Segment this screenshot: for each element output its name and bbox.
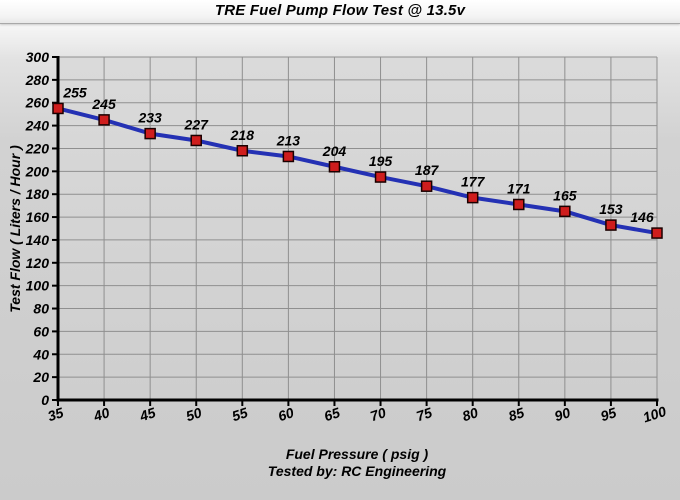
data-point-marker	[236, 145, 249, 157]
x-tick-label: 80	[460, 404, 480, 424]
data-point-marker	[144, 127, 156, 140]
data-point-label: 165	[553, 187, 577, 203]
data-point-marker	[374, 171, 387, 183]
y-tick-label: 120	[26, 255, 50, 271]
y-tick-label: 260	[25, 95, 50, 111]
y-tick-label: 140	[26, 232, 50, 248]
data-point-marker	[466, 191, 479, 204]
x-tick-label: 55	[230, 404, 250, 424]
data-point-label: 153	[599, 201, 623, 217]
data-point-label: 177	[461, 174, 486, 190]
y-tick-label: 200	[25, 163, 50, 179]
chart-title: TRE Fuel Pump Flow Test @ 13.5v	[214, 2, 466, 19]
data-point-marker	[651, 227, 663, 239]
data-point-marker	[328, 161, 341, 173]
tested-by-note: Tested by: RC Engineering	[267, 463, 447, 479]
x-tick-label: 35	[46, 404, 66, 424]
x-tick-label: 90	[552, 404, 572, 424]
data-point-label: 195	[369, 153, 393, 169]
x-tick-label: 100	[641, 403, 668, 426]
data-point-label: 227	[184, 116, 210, 132]
data-point-label: 255	[62, 84, 87, 100]
data-point-label: 171	[507, 180, 531, 196]
data-point-marker	[282, 150, 295, 163]
y-tick-label: 20	[32, 369, 49, 385]
x-tick-label: 95	[598, 404, 618, 424]
x-tick-label: 65	[322, 404, 342, 424]
data-point-label: 218	[230, 127, 255, 143]
y-tick-label: 280	[25, 72, 50, 88]
data-point-marker	[420, 180, 433, 192]
y-tick-label: 100	[26, 278, 50, 294]
y-tick-label: 240	[25, 118, 50, 134]
data-point-marker	[513, 198, 525, 211]
x-tick-label: 75	[414, 404, 434, 424]
x-tick-label: 60	[276, 404, 296, 424]
y-tick-label: 220	[25, 140, 50, 156]
data-point-label: 187	[415, 162, 440, 178]
data-point-marker	[52, 102, 64, 115]
data-point-label: 204	[322, 143, 347, 159]
data-point-marker	[605, 219, 617, 231]
data-point-marker	[98, 114, 110, 126]
chart-title-bar: TRE Fuel Pump Flow Test @ 13.5v	[0, 0, 680, 24]
y-tick-label: 60	[33, 323, 49, 339]
data-point-label: 245	[91, 96, 116, 112]
y-tick-label: 40	[32, 346, 49, 362]
y-tick-label: 0	[41, 392, 49, 408]
data-point-label: 146	[630, 209, 654, 225]
data-point-marker	[190, 134, 202, 147]
data-point-marker	[559, 205, 571, 218]
x-tick-label: 85	[506, 404, 526, 424]
x-axis-title: Fuel Pressure ( psig )	[285, 446, 429, 462]
plot-area	[58, 57, 657, 400]
x-tick-label: 50	[184, 404, 204, 424]
data-point-label: 233	[137, 110, 162, 126]
flow-line	[56, 106, 659, 236]
x-tick-label: 45	[137, 404, 158, 424]
y-axis-title: Test Flow ( Liters / Hour )	[7, 145, 23, 313]
y-tick-label: 160	[26, 209, 50, 225]
x-tick-label: 40	[91, 404, 112, 424]
data-point-label: 213	[276, 132, 301, 148]
y-tick-label: 300	[26, 49, 50, 65]
x-tick-label: 70	[368, 404, 388, 424]
y-tick-label: 180	[26, 186, 50, 202]
y-tick-label: 80	[33, 301, 49, 317]
